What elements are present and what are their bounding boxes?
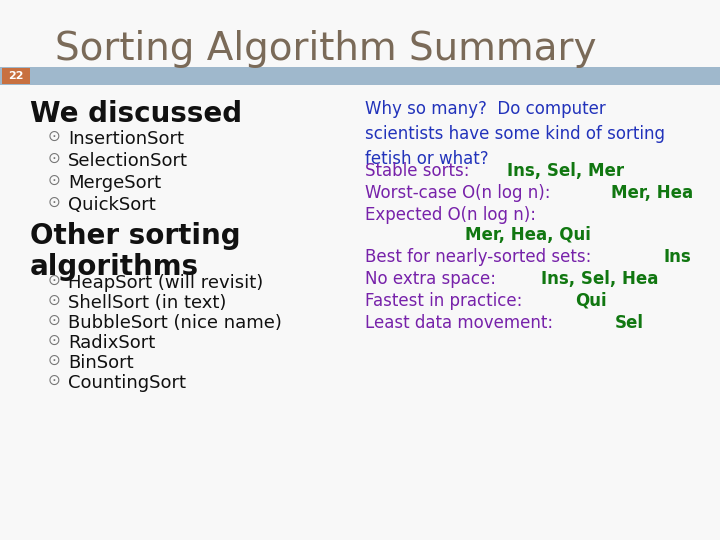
Text: Sel: Sel <box>614 314 644 332</box>
Text: Mer, Hea: Mer, Hea <box>611 184 693 202</box>
Text: HeapSort (will revisit): HeapSort (will revisit) <box>68 274 264 292</box>
Text: Ins: Ins <box>664 248 692 266</box>
Text: Other sorting
algorithms: Other sorting algorithms <box>30 222 240 281</box>
Text: ShellSort (in text): ShellSort (in text) <box>68 294 226 312</box>
Text: Ins, Sel, Hea: Ins, Sel, Hea <box>541 270 658 288</box>
Text: Ins, Sel, Mer: Ins, Sel, Mer <box>507 162 624 180</box>
Text: Fastest in practice:: Fastest in practice: <box>365 292 528 310</box>
Text: Why so many?  Do computer
scientists have some kind of sorting
fetish or what?: Why so many? Do computer scientists have… <box>365 100 665 168</box>
Text: ⊙: ⊙ <box>48 151 60 166</box>
Text: ⊙: ⊙ <box>48 353 60 368</box>
Text: ⊙: ⊙ <box>48 173 60 188</box>
Text: ⊙: ⊙ <box>48 273 60 288</box>
Text: InsertionSort: InsertionSort <box>68 130 184 148</box>
Text: No extra space:: No extra space: <box>365 270 501 288</box>
Text: 22: 22 <box>8 71 24 81</box>
Text: BinSort: BinSort <box>68 354 134 372</box>
Text: ⊙: ⊙ <box>48 129 60 144</box>
Text: Stable sorts:: Stable sorts: <box>365 162 474 180</box>
Text: Expected O(n log n):: Expected O(n log n): <box>365 206 536 224</box>
Text: ⊙: ⊙ <box>48 313 60 328</box>
Text: Mer, Hea, Qui: Mer, Hea, Qui <box>465 226 591 244</box>
Text: SelectionSort: SelectionSort <box>68 152 188 170</box>
Text: ⊙: ⊙ <box>48 333 60 348</box>
Text: ⊙: ⊙ <box>48 195 60 210</box>
Text: MergeSort: MergeSort <box>68 174 161 192</box>
Text: BubbleSort (nice name): BubbleSort (nice name) <box>68 314 282 332</box>
Text: Worst-case O(n log n):: Worst-case O(n log n): <box>365 184 556 202</box>
Text: RadixSort: RadixSort <box>68 334 156 352</box>
Text: Best for nearly-sorted sets:: Best for nearly-sorted sets: <box>365 248 597 266</box>
Bar <box>0 67 720 85</box>
Text: ⊙: ⊙ <box>48 373 60 388</box>
Text: ⊙: ⊙ <box>48 293 60 308</box>
Text: QuickSort: QuickSort <box>68 196 156 214</box>
Text: Qui: Qui <box>575 292 606 310</box>
Text: We discussed: We discussed <box>30 100 242 128</box>
Bar <box>2 68 30 84</box>
Text: CountingSort: CountingSort <box>68 374 186 392</box>
Text: Least data movement:: Least data movement: <box>365 314 559 332</box>
Text: Sorting Algorithm Summary: Sorting Algorithm Summary <box>55 30 596 68</box>
